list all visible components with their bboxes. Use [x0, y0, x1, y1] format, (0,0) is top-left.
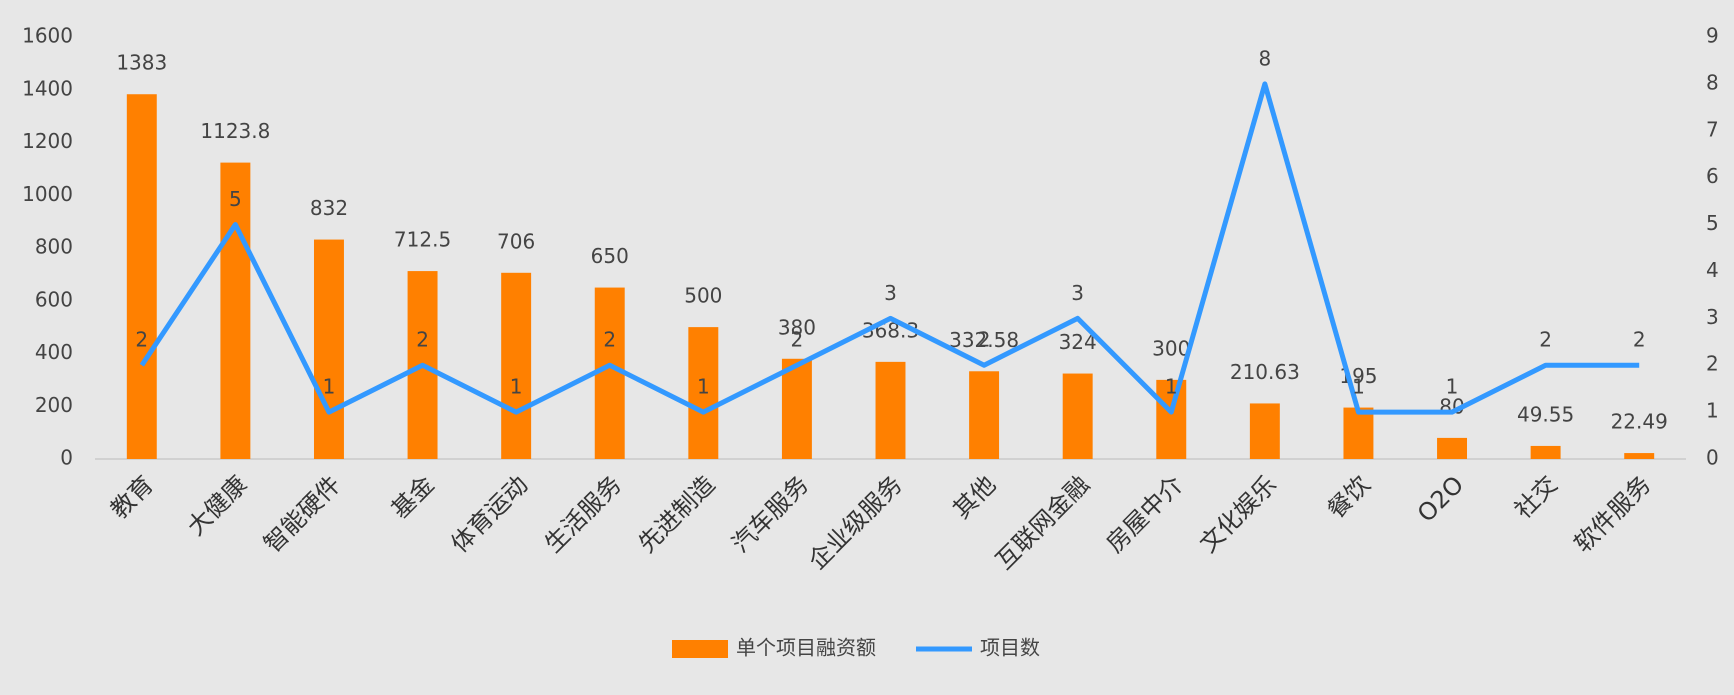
bar	[1530, 445, 1561, 459]
y2-tick-label: 8	[1706, 70, 1719, 94]
bar-value-label: 210.63	[1230, 360, 1300, 384]
y-tick-label: 1000	[22, 182, 73, 206]
x-tick-label: 基金	[386, 470, 440, 524]
bar	[220, 162, 251, 459]
legend-label: 单个项目融资额	[736, 636, 876, 660]
legend-label: 项目数	[980, 636, 1040, 660]
line-value-label: 8	[1258, 46, 1271, 70]
x-tick-label: 互联网金融	[990, 470, 1095, 575]
x-tick-label: 体育运动	[446, 470, 534, 558]
bar	[313, 239, 344, 459]
y2-tick-label: 6	[1706, 164, 1719, 188]
bar	[126, 94, 157, 459]
x-tick-label: 智能硬件	[258, 470, 346, 558]
legend-swatch	[672, 640, 728, 658]
x-tick-label: 汽车服务	[726, 470, 814, 558]
bar-value-label: 832	[310, 196, 348, 220]
bar-value-label: 706	[497, 229, 535, 253]
y-tick-label: 600	[35, 287, 73, 311]
x-tick-label: O2O	[1412, 470, 1469, 527]
line-value-label: 2	[1539, 328, 1552, 352]
bar	[1343, 407, 1374, 459]
bar-value-label: 380	[778, 315, 816, 339]
bar-value-label: 1383	[116, 51, 167, 75]
line-value-label: 1	[697, 375, 710, 399]
y2-tick-label: 9	[1706, 24, 1719, 48]
y2-tick-label: 5	[1706, 211, 1719, 235]
bar	[1062, 373, 1093, 459]
x-tick-label: 房屋中介	[1101, 470, 1189, 558]
bar-value-label: 49.55	[1517, 402, 1574, 426]
line-value-label: 2	[791, 328, 804, 352]
line-value-label: 2	[978, 328, 991, 352]
x-tick-label: 企业级服务	[803, 470, 908, 575]
x-tick-label: 生活服务	[539, 470, 627, 558]
bar	[1156, 379, 1187, 459]
y-tick-label: 1400	[22, 76, 73, 100]
bar	[781, 358, 812, 459]
x-tick-label: 文化娱乐	[1194, 470, 1282, 558]
bar	[688, 327, 719, 459]
y-tick-label: 800	[35, 235, 73, 259]
line-value-label: 1	[1352, 375, 1365, 399]
line-value-label: 2	[603, 328, 616, 352]
line	[139, 81, 1640, 415]
bar	[501, 272, 532, 459]
y-tick-label: 1200	[22, 129, 73, 153]
line-value-label: 1	[323, 375, 336, 399]
bar-value-label: 500	[684, 284, 722, 308]
bar-value-label: 1123.8	[200, 119, 270, 143]
bar-value-label: 650	[591, 244, 629, 268]
line-value-label: 3	[1071, 281, 1084, 305]
bar	[594, 287, 625, 459]
line-value-label: 3	[884, 281, 897, 305]
x-tick-label: 先进制造	[633, 470, 721, 558]
line-value-label: 1	[1165, 375, 1178, 399]
bar	[969, 371, 1000, 459]
x-tick-label: 软件服务	[1569, 470, 1657, 558]
x-tick-label: 其他	[948, 470, 1002, 524]
line-value-label: 5	[229, 187, 242, 211]
bar	[875, 361, 906, 459]
y2-tick-label: 2	[1706, 352, 1719, 376]
line-value-label: 2	[1633, 328, 1646, 352]
line-value-label: 2	[416, 328, 429, 352]
y-tick-label: 400	[35, 340, 73, 364]
y-tick-label: 1600	[22, 24, 73, 48]
y2-tick-label: 7	[1706, 117, 1719, 141]
y2-tick-label: 3	[1706, 305, 1719, 329]
x-tick-label: 社交	[1509, 470, 1563, 524]
x-tick-label: 餐饮	[1322, 470, 1376, 524]
bar	[1624, 453, 1655, 459]
y2-tick-label: 0	[1706, 446, 1719, 470]
y2-tick-label: 1	[1706, 399, 1719, 423]
bar-value-label: 22.49	[1611, 410, 1668, 434]
y2-tick-label: 4	[1706, 258, 1719, 282]
bar	[1437, 437, 1468, 459]
y-tick-label: 200	[35, 393, 73, 417]
line-value-label: 1	[1446, 375, 1459, 399]
bar-value-label: 712.5	[394, 228, 451, 252]
bar	[1249, 403, 1280, 459]
bar-value-label: 332.58	[949, 328, 1019, 352]
x-tick-label: 教育	[105, 470, 159, 524]
line-value-label: 2	[135, 328, 148, 352]
y-tick-label: 0	[60, 446, 73, 470]
line-value-label: 1	[510, 375, 523, 399]
x-tick-label: 大健康	[182, 470, 253, 541]
bar-value-label: 300	[1152, 336, 1190, 360]
